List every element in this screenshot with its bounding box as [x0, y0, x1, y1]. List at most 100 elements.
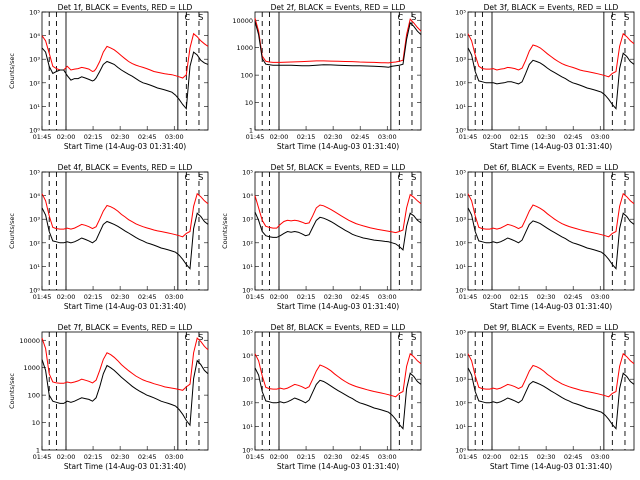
chart-title: Det 6f, BLACK = Events, RED = LLD — [484, 163, 619, 172]
y-tick-label: 100 — [28, 392, 40, 400]
y-tick-label: 10¹ — [455, 423, 466, 431]
plot-frame — [254, 171, 422, 291]
x-tick-label: 03:00 — [591, 453, 610, 461]
series-line-lld — [467, 32, 635, 78]
y-tick-label: 10² — [242, 239, 253, 247]
y-tick-label: 10³ — [29, 216, 40, 224]
x-tick-label: 03:00 — [378, 293, 397, 301]
y-tick-label: 10³ — [29, 56, 40, 64]
y-tick-label: 10³ — [455, 216, 466, 224]
x-tick-label: 02:30 — [537, 293, 556, 301]
flag-label: C — [397, 173, 403, 182]
y-tick-label: 1000 — [236, 44, 253, 52]
chart-title: Det 2f, BLACK = Events, RED = LLD — [271, 3, 406, 12]
chart-panel-2: Det 2f, BLACK = Events, RED = LLD Start T… — [232, 3, 422, 151]
y-tick-label: 10⁴ — [455, 352, 466, 360]
x-axis-label: Start Time (14-Aug-03 01:31:40) — [277, 302, 399, 311]
x-tick-label: 03:00 — [165, 293, 184, 301]
y-tick-label: 10⁴ — [29, 192, 40, 200]
x-tick-label: 02:45 — [351, 453, 370, 461]
flag-label: S — [198, 13, 203, 22]
x-tick-label: 01:45 — [246, 133, 265, 141]
chart-panel-6: Det 6f, BLACK = Events, RED = LLD Start T… — [455, 163, 635, 311]
x-tick-label: 02:00 — [270, 453, 289, 461]
x-axis-label: Start Time (14-Aug-03 01:31:40) — [490, 462, 612, 471]
y-axis-label: Counts/sec — [8, 53, 16, 89]
flag-label: S — [624, 13, 629, 22]
chart-panel-8: Det 8f, BLACK = Events, RED = LLD Start T… — [242, 323, 422, 471]
y-tick-label: 10⁵ — [29, 169, 40, 177]
plot-frame — [41, 171, 209, 291]
x-tick-label: 02:15 — [84, 453, 103, 461]
series-line-events — [41, 207, 209, 270]
x-tick-label: 02:15 — [297, 453, 316, 461]
series-line-lld — [254, 17, 422, 64]
x-tick-label: 02:15 — [84, 293, 103, 301]
y-tick-label: 10² — [455, 239, 466, 247]
y-tick-label: 10⁵ — [242, 169, 253, 177]
x-tick-label: 01:45 — [33, 293, 52, 301]
y-tick-label: 10⁴ — [29, 32, 40, 40]
y-tick-label: 10¹ — [29, 263, 40, 271]
chart-panel-1: Det 1f, BLACK = Events, RED = LLD Start T… — [8, 3, 209, 151]
y-tick-label: 10⁰ — [242, 447, 253, 455]
y-tick-label: 10⁴ — [455, 32, 466, 40]
x-tick-label: 02:30 — [111, 453, 130, 461]
x-axis-label: Start Time (14-Aug-03 01:31:40) — [490, 302, 612, 311]
series-line-lld — [41, 337, 209, 391]
x-tick-label: 03:00 — [378, 453, 397, 461]
x-tick-label: 02:45 — [351, 293, 370, 301]
x-tick-label: 03:00 — [591, 133, 610, 141]
y-axis-label: Counts/sec — [8, 213, 16, 249]
x-tick-label: 02:15 — [84, 133, 103, 141]
y-tick-label: 10⁴ — [455, 192, 466, 200]
y-tick-label: 10⁵ — [29, 9, 40, 17]
y-tick-label: 10⁵ — [455, 329, 466, 337]
series-line-lld — [254, 193, 422, 234]
x-tick-label: 01:45 — [246, 293, 265, 301]
x-axis-label: Start Time (14-Aug-03 01:31:40) — [64, 302, 186, 311]
y-tick-label: 10⁰ — [29, 127, 40, 135]
x-tick-label: 02:00 — [483, 293, 502, 301]
x-tick-label: 02:00 — [57, 133, 76, 141]
series-line-lld — [467, 352, 635, 398]
y-tick-label: 1000 — [23, 364, 40, 372]
x-tick-label: 02:00 — [57, 293, 76, 301]
y-tick-label: 10² — [29, 79, 40, 87]
flag-label: C — [397, 13, 403, 22]
y-tick-label: 10¹ — [242, 423, 253, 431]
series-line-lld — [41, 32, 209, 79]
series-line-events — [254, 367, 422, 430]
x-tick-label: 03:00 — [378, 133, 397, 141]
flag-label: C — [397, 333, 403, 342]
series-line-lld — [41, 192, 209, 238]
x-tick-label: 02:15 — [297, 133, 316, 141]
y-tick-label: 10000 — [19, 337, 40, 345]
y-tick-label: 10¹ — [455, 103, 466, 111]
series-line-lld — [467, 192, 635, 238]
series-line-events — [467, 367, 635, 430]
flag-label: S — [411, 333, 416, 342]
x-tick-label: 01:45 — [459, 453, 478, 461]
x-tick-label: 02:45 — [138, 293, 157, 301]
series-line-lld — [254, 352, 422, 398]
y-tick-label: 10¹ — [242, 263, 253, 271]
x-tick-label: 02:00 — [270, 133, 289, 141]
y-tick-label: 10 — [245, 99, 253, 107]
chart-title: Det 3f, BLACK = Events, RED = LLD — [484, 3, 619, 12]
series-line-events — [467, 47, 635, 110]
y-tick-label: 10⁵ — [242, 329, 253, 337]
x-tick-label: 02:15 — [510, 133, 529, 141]
plot-frame — [254, 331, 422, 451]
x-tick-label: 02:45 — [564, 293, 583, 301]
x-tick-label: 01:45 — [246, 453, 265, 461]
x-tick-label: 02:15 — [510, 293, 529, 301]
flag-label: S — [198, 333, 203, 342]
x-tick-label: 01:45 — [33, 133, 52, 141]
x-tick-label: 03:00 — [165, 133, 184, 141]
chart-panel-5: Det 5f, BLACK = Events, RED = LLD Start T… — [221, 163, 422, 311]
chart-panel-3: Det 3f, BLACK = Events, RED = LLD Start T… — [455, 3, 635, 151]
y-tick-label: 10⁵ — [455, 9, 466, 17]
y-tick-label: 10⁴ — [242, 192, 253, 200]
y-tick-label: 10⁰ — [29, 287, 40, 295]
